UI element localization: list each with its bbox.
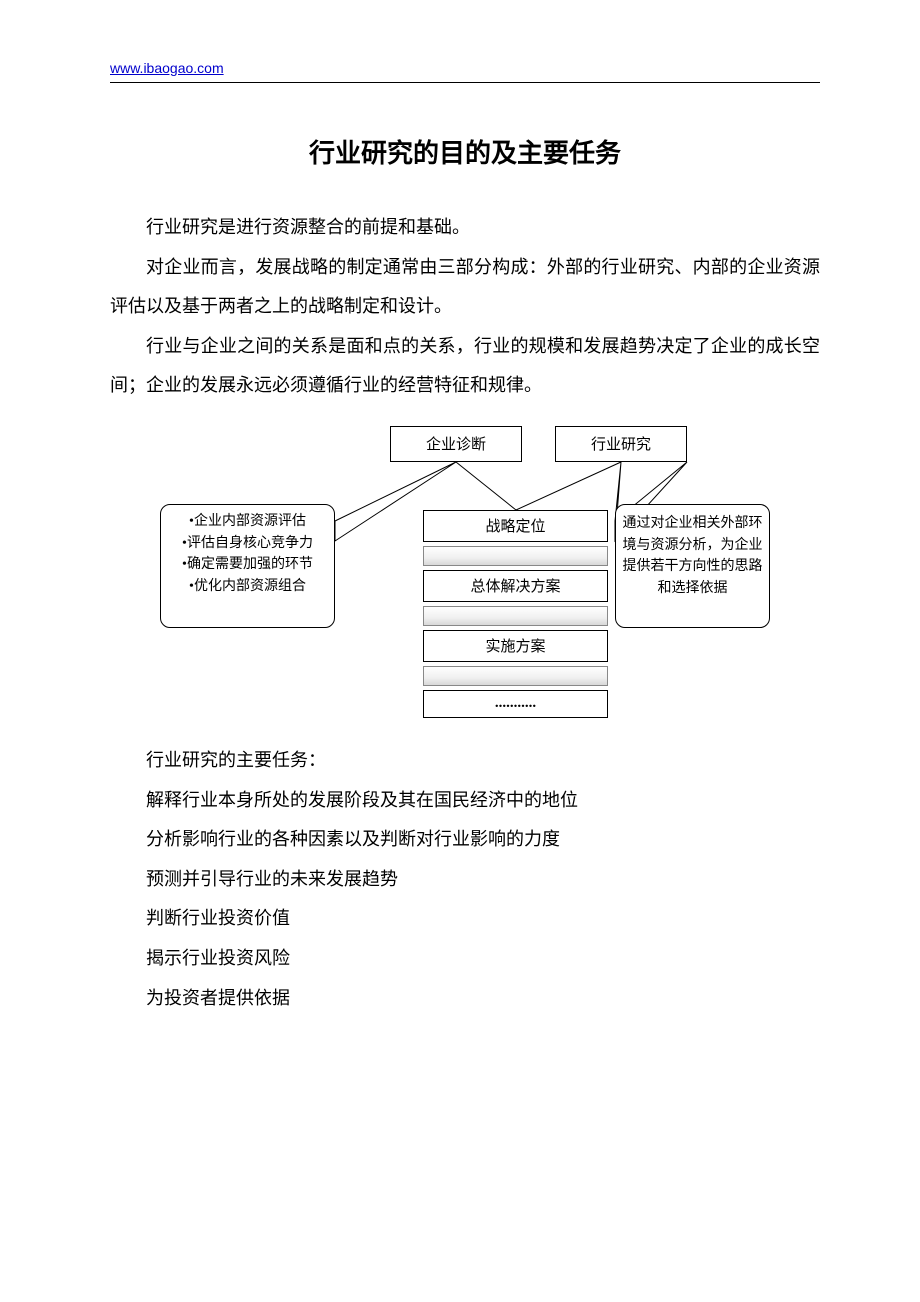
paragraph-1: 行业研究是进行资源整合的前提和基础。 <box>110 208 820 248</box>
callout-left-line-3: •确定需要加强的环节 <box>165 554 330 576</box>
paragraph-3: 行业与企业之间的关系是面和点的关系，行业的规模和发展趋势决定了企业的成长空间；企… <box>110 327 820 406</box>
tasks-heading: 行业研究的主要任务： <box>146 741 820 781</box>
shadow-2 <box>423 606 608 626</box>
task-item-5: 揭示行业投资风险 <box>146 939 820 979</box>
task-item-4: 判断行业投资价值 <box>146 899 820 939</box>
callout-left-line-1: •企业内部资源评估 <box>165 511 330 533</box>
paragraph-2: 对企业而言，发展战略的制定通常由三部分构成：外部的行业研究、内部的企业资源评估以… <box>110 248 820 327</box>
callout-right: 通过对企业相关外部环境与资源分析，为企业提供若干方向性的思路和选择依据 <box>615 504 770 628</box>
task-item-1: 解释行业本身所处的发展阶段及其在国民经济中的地位 <box>146 781 820 821</box>
callout-left-line-4: •优化内部资源组合 <box>165 576 330 598</box>
page-title: 行业研究的目的及主要任务 <box>110 133 820 170</box>
node-strategic-positioning: 战略定位 <box>423 510 608 542</box>
shadow-3 <box>423 666 608 686</box>
header-link[interactable]: www.ibaogao.com <box>110 60 224 76</box>
document-page: www.ibaogao.com 行业研究的目的及主要任务 行业研究是进行资源整合… <box>0 0 920 1078</box>
header-divider <box>110 82 820 83</box>
node-industry-research: 行业研究 <box>555 426 687 462</box>
node-enterprise-diagnosis: 企业诊断 <box>390 426 522 462</box>
node-overall-solution: 总体解决方案 <box>423 570 608 602</box>
task-item-3: 预测并引导行业的未来发展趋势 <box>146 860 820 900</box>
task-list: 行业研究的主要任务： 解释行业本身所处的发展阶段及其在国民经济中的地位 分析影响… <box>146 741 820 1018</box>
callout-left-line-2: •评估自身核心竞争力 <box>165 533 330 555</box>
shadow-1 <box>423 546 608 566</box>
node-implementation: 实施方案 <box>423 630 608 662</box>
task-item-2: 分析影响行业的各种因素以及判断对行业影响的力度 <box>146 820 820 860</box>
callout-left: •企业内部资源评估 •评估自身核心竞争力 •确定需要加强的环节 •优化内部资源组… <box>160 504 335 628</box>
node-ellipsis: ........... <box>423 690 608 718</box>
task-item-6: 为投资者提供依据 <box>146 979 820 1019</box>
flowchart-diagram: 企业诊断 行业研究 •企业内部资源评估 •评估自身核心竞争力 •确定需要加强的环… <box>160 426 770 721</box>
